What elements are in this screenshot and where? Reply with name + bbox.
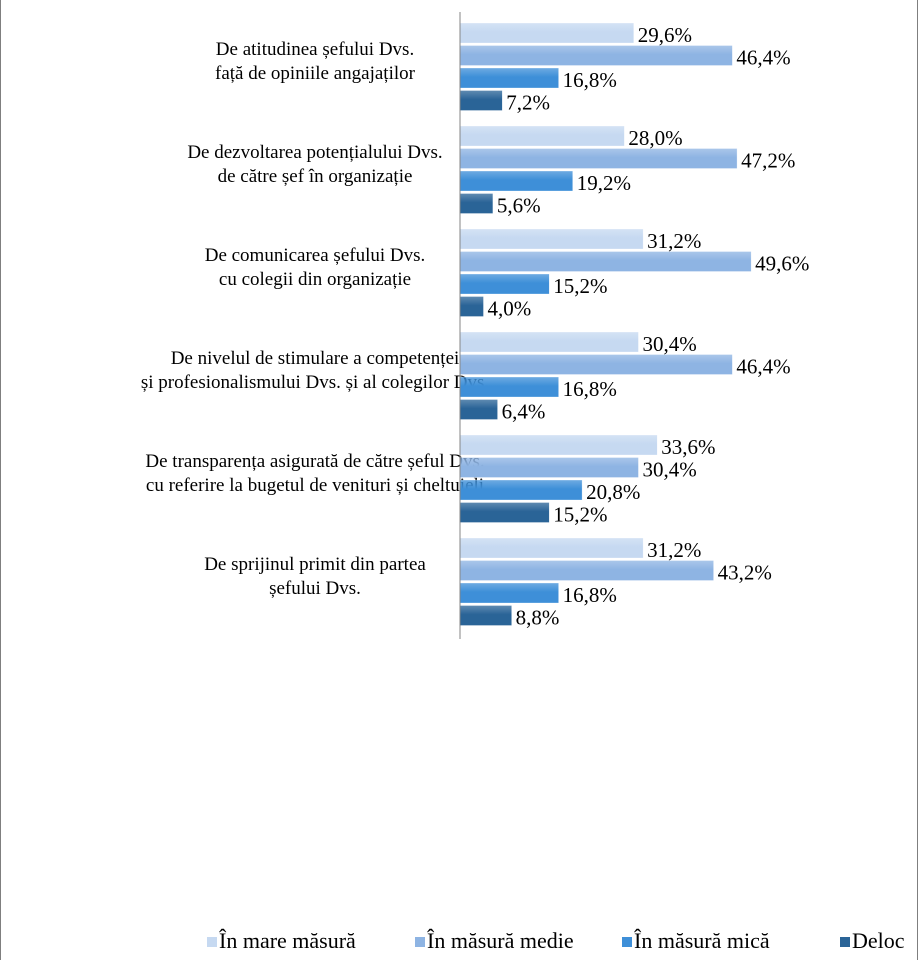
bar — [459, 331, 639, 353]
data-label: 19,2% — [577, 171, 631, 195]
legend-label: În mare măsură — [219, 928, 356, 953]
bar — [459, 376, 559, 398]
data-label: 28,0% — [628, 126, 682, 150]
bar — [459, 251, 752, 272]
bar — [459, 502, 550, 523]
legend-swatch — [415, 937, 425, 947]
data-label: 46,4% — [736, 355, 790, 379]
bar — [459, 434, 658, 456]
data-label: 5,6% — [497, 194, 541, 218]
bar — [459, 228, 644, 250]
data-label: 31,2% — [647, 229, 701, 253]
data-label: 4,0% — [487, 297, 531, 321]
legend-item: În măsură mică — [622, 928, 770, 953]
bar — [459, 125, 625, 147]
data-label: 7,2% — [506, 91, 550, 115]
data-label: 15,2% — [553, 274, 607, 298]
data-label: 47,2% — [741, 149, 795, 173]
data-label: 43,2% — [718, 561, 772, 585]
legend-item: Deloc — [840, 928, 905, 953]
bar — [459, 273, 550, 295]
category-label: De comunicarea șefului Dvs. cu colegii di… — [205, 245, 426, 290]
data-label: 16,8% — [563, 377, 617, 401]
bar — [459, 479, 583, 501]
legend-label: Deloc — [852, 928, 905, 953]
legend-swatch — [207, 937, 217, 947]
data-label: 33,6% — [661, 435, 715, 459]
category-labels: De atitudinea șefului Dvs. față de opinii… — [141, 39, 489, 599]
data-label: 29,6% — [638, 23, 692, 47]
bar — [459, 399, 498, 420]
bar — [459, 90, 503, 111]
legend-label: În măsură medie — [427, 928, 574, 953]
data-label: 31,2% — [647, 538, 701, 562]
data-label: 16,8% — [563, 68, 617, 92]
category-label: De transparența asigurată de către șeful… — [145, 451, 484, 496]
bar — [459, 354, 733, 375]
data-label: 30,4% — [642, 332, 696, 356]
data-label: 15,2% — [553, 503, 607, 527]
data-label: 8,8% — [516, 606, 560, 630]
value-labels: 29,6% 46,4% 16,8% 7,2% 28,0% 47,2% 19,2% 5,6% 31… — [487, 23, 809, 630]
bar — [459, 193, 494, 214]
bars — [459, 22, 752, 626]
data-label: 6,4% — [502, 400, 546, 424]
bar — [459, 22, 635, 44]
category-label: De dezvoltarea potențialului Dvs. de cătr… — [187, 142, 442, 187]
data-label: 30,4% — [642, 458, 696, 482]
bar — [459, 296, 484, 317]
bar — [459, 537, 644, 559]
data-label: 20,8% — [586, 480, 640, 504]
category-label: De atitudinea șefului Dvs. față de opinii… — [215, 39, 416, 84]
legend-label: În măsură mică — [634, 928, 770, 953]
data-label: 46,4% — [736, 46, 790, 70]
bar — [459, 170, 573, 192]
legend-swatch — [622, 937, 632, 947]
data-label: 49,6% — [755, 252, 809, 276]
bar — [459, 457, 639, 478]
legend-item: În mare măsură — [207, 928, 356, 953]
bar — [459, 605, 512, 626]
legend: În mare măsură În măsură medie În măsură m… — [207, 928, 905, 953]
bar — [459, 67, 559, 89]
category-label: De nivelul de stimulare a competenței și … — [141, 348, 489, 393]
legend-swatch — [840, 937, 850, 947]
bar — [459, 45, 733, 66]
bar — [459, 560, 714, 581]
data-label: 16,8% — [563, 583, 617, 607]
bar — [459, 582, 559, 604]
legend-item: În măsură medie — [415, 928, 574, 953]
bar — [459, 148, 738, 169]
category-label: De sprijinul primit din partea șefului Dv… — [204, 554, 426, 599]
